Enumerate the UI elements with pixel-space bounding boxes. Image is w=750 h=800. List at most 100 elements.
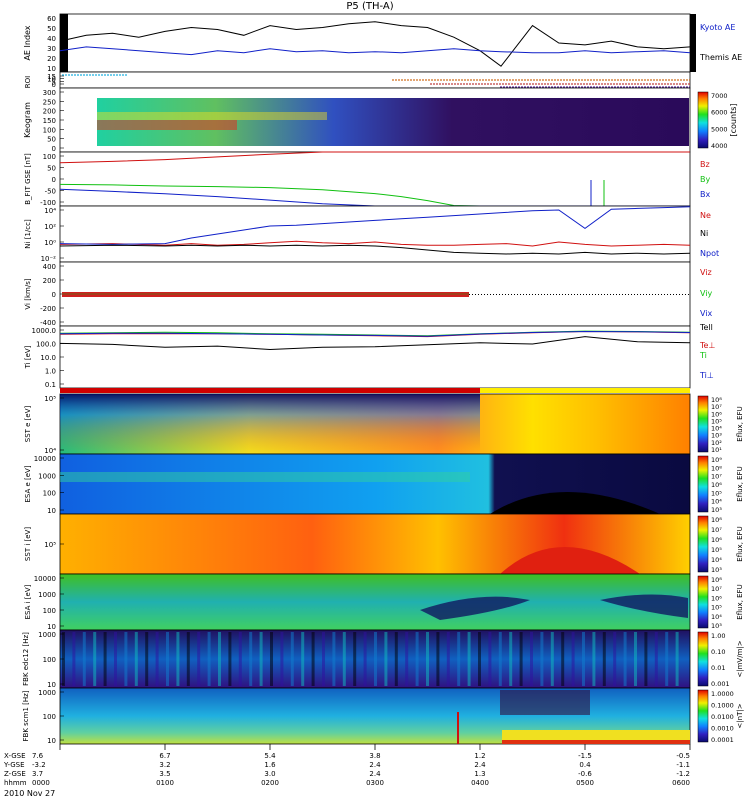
esae-cb-tick: 10⁹ xyxy=(711,456,722,464)
fbkb-cb-tick: 1.0000 xyxy=(711,690,734,698)
fbk-e-streak xyxy=(155,632,159,686)
kgram-tick: 50 xyxy=(47,136,56,144)
esai-tick: 10 xyxy=(47,623,56,631)
panel-bfit-ylabel: B_FIT GSE [nT] xyxy=(24,153,32,205)
esae-tick: 100 xyxy=(43,490,56,498)
fbk-e-streak xyxy=(582,632,585,686)
fbke-cb-tick: 0.10 xyxy=(711,648,725,656)
panel-ae-lines xyxy=(59,21,691,67)
sste-cb-tick: 10² xyxy=(711,439,722,447)
fbk-e-streak xyxy=(374,632,377,686)
fbk-e-streak xyxy=(654,632,658,686)
ephem-cell: 0200 xyxy=(261,779,279,787)
ae-tick: 10 xyxy=(47,65,56,73)
panel-fbk-b: FBK scm1 [Hz] 1000 100 10 1.0000 0.1000 0.01… xyxy=(22,687,744,745)
mode-bar-yellow xyxy=(480,388,690,393)
ssti-cb-tick: 10⁵ xyxy=(711,546,722,554)
ssti-cb-tick: 10⁶ xyxy=(711,536,722,544)
kgram-tick: 100 xyxy=(43,126,56,134)
esa-e-dark-dome xyxy=(490,492,660,514)
panel-ni-lines xyxy=(59,206,691,255)
kgram-tick: 300 xyxy=(43,89,56,97)
legend-viy: Viy xyxy=(700,289,713,298)
panel-ni-frame xyxy=(59,205,691,263)
fbkb-cb-tick: 0.1000 xyxy=(711,702,734,710)
kgram-cb-tick: 5000 xyxy=(711,125,728,133)
sste-tick: 10⁵ xyxy=(44,395,56,403)
fbk-e-streak xyxy=(103,632,107,686)
esai-cb-tick: 10³ xyxy=(711,622,722,630)
ephem-cell: 1.3 xyxy=(474,770,485,778)
fbk-e-streak xyxy=(114,632,117,686)
panel-ti: Ti [eV] 1000.0 100.0 10.0 1.0 0.1 Tell Te⊥ T… xyxy=(24,323,715,389)
esai-tick: 10000 xyxy=(34,575,56,583)
roi-tick: 0 xyxy=(52,81,56,89)
fbke-cb-tick: 0.01 xyxy=(711,664,725,672)
kgram-tick: 0 xyxy=(52,145,56,153)
ephem-cell: 0000 xyxy=(32,779,50,787)
ni-series-npot xyxy=(59,244,691,255)
esae-cb-tick: 10⁴ xyxy=(711,498,722,506)
fbk-e-streak xyxy=(415,632,419,686)
sste-cb-tick: 10³ xyxy=(711,432,722,440)
bfit-series-bz xyxy=(59,151,690,164)
legend-themis-ae: Themis AE xyxy=(699,53,742,62)
fbk-e-streak xyxy=(124,632,128,686)
sste-cb-tick: 10⁷ xyxy=(711,403,722,411)
fbk-e-streak xyxy=(478,632,481,686)
panel-fbk-e-ylabel: FBK edc12 [Hz] xyxy=(22,632,30,686)
fbk-e-streak xyxy=(134,632,138,686)
sste-cb-tick: 10⁴ xyxy=(711,425,722,433)
legend-bz: Bz xyxy=(700,160,710,169)
ni-series-ne xyxy=(59,240,691,247)
esa-e-colorbar-label: Eflux, EFU xyxy=(736,466,744,501)
panel-sst-i-ylabel: SST i [eV] xyxy=(24,527,32,561)
sst-i-colorbar-label: Eflux, EFU xyxy=(736,526,744,561)
legend-by: By xyxy=(700,175,710,184)
fbk-e-streaks xyxy=(62,632,679,686)
ephem-cell: -1.5 xyxy=(578,752,592,760)
esai-cb-tick: 10⁵ xyxy=(711,604,722,612)
fbkb-cb-tick: 0.0001 xyxy=(711,736,734,744)
fbk-e-streak xyxy=(145,632,149,686)
ephem-cell: 3.0 xyxy=(264,770,275,778)
kgram-cb-tick: 4000 xyxy=(711,142,728,150)
fbk-e-colorbar-label: <|mV/m|> xyxy=(736,640,744,677)
ae-tick: 30 xyxy=(47,45,56,53)
legend-kyoto-ae: Kyoto AE xyxy=(700,23,735,32)
ephem-cell: 0500 xyxy=(576,779,594,787)
vi-tick: 400 xyxy=(43,263,56,271)
ssti-cb-tick: 10⁸ xyxy=(711,516,722,524)
esa-i-dark-arc-right xyxy=(600,594,688,618)
ti-tick: 100.0 xyxy=(36,341,56,349)
sst-i-colorbar-ticks: 10⁸ 10⁷ 10⁶ 10⁵ 10⁴ 10³ xyxy=(711,516,722,574)
esai-cb-tick: 10⁷ xyxy=(711,585,722,593)
panel-kgram-ylabel: Keogram xyxy=(23,102,32,138)
ae-tick: 40 xyxy=(47,35,56,43)
fbk-e-streak xyxy=(426,632,429,686)
ephem-cell: 6.7 xyxy=(159,752,170,760)
legend-tell: Tell xyxy=(699,323,713,332)
vi-tick: -200 xyxy=(40,305,56,313)
ni-tick: 10⁰ xyxy=(44,239,56,247)
sste-cb-tick: 10⁸ xyxy=(711,396,722,404)
panel-esa-i-yticks: 10000 1000 100 10 xyxy=(34,575,64,631)
fbk-e-streak xyxy=(322,632,325,686)
fbkb-cb-tick: 0.0100 xyxy=(711,713,734,721)
legend-bx: Bx xyxy=(700,190,710,199)
ae-series-kyoto-ae xyxy=(59,21,691,67)
ephem-cell: 2.4 xyxy=(369,761,381,769)
esa-e-green-band xyxy=(60,472,470,482)
fbk-e-streak xyxy=(280,632,284,686)
ephem-cell: 0400 xyxy=(471,779,489,787)
ae-tick: 60 xyxy=(47,15,56,23)
fbk-e-streak xyxy=(509,632,513,686)
ephem-cell: 2.4 xyxy=(474,761,486,769)
fbk-e-streak xyxy=(290,632,294,686)
